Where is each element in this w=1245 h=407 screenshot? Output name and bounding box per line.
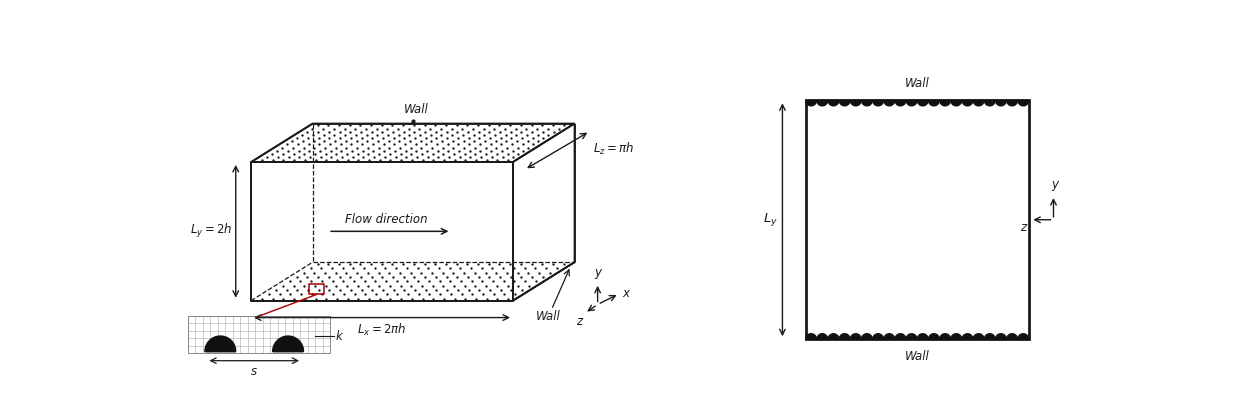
Polygon shape [806, 334, 817, 339]
Polygon shape [839, 101, 850, 106]
Text: y: y [1052, 177, 1058, 190]
Polygon shape [1007, 334, 1017, 339]
Polygon shape [273, 336, 304, 352]
Polygon shape [940, 334, 950, 339]
Polygon shape [918, 101, 929, 106]
Polygon shape [929, 334, 939, 339]
Polygon shape [940, 101, 950, 106]
Polygon shape [850, 101, 862, 106]
Polygon shape [1018, 334, 1028, 339]
Polygon shape [918, 334, 929, 339]
Polygon shape [884, 101, 895, 106]
Polygon shape [929, 101, 939, 106]
Polygon shape [862, 101, 873, 106]
Polygon shape [974, 101, 984, 106]
Text: Wall: Wall [537, 310, 560, 322]
Polygon shape [839, 334, 850, 339]
Polygon shape [996, 334, 1006, 339]
Text: x: x [622, 287, 629, 300]
Polygon shape [985, 334, 995, 339]
Polygon shape [205, 336, 235, 352]
Polygon shape [817, 334, 828, 339]
Polygon shape [895, 101, 906, 106]
Polygon shape [828, 101, 839, 106]
Text: Wall: Wall [405, 103, 430, 116]
Text: Wall: Wall [905, 77, 930, 90]
Text: $L_x=2\pi h$: $L_x=2\pi h$ [357, 322, 407, 337]
Polygon shape [862, 334, 873, 339]
Polygon shape [996, 101, 1006, 106]
Polygon shape [951, 101, 961, 106]
Polygon shape [1018, 101, 1028, 106]
Polygon shape [513, 124, 574, 301]
Text: $L_y= 2h$: $L_y= 2h$ [189, 222, 232, 240]
Polygon shape [974, 334, 984, 339]
Polygon shape [884, 334, 895, 339]
Text: y: y [594, 266, 601, 279]
Text: $L_y$: $L_y$ [763, 211, 778, 228]
Polygon shape [873, 334, 884, 339]
Polygon shape [906, 101, 918, 106]
Text: z: z [1021, 221, 1027, 234]
Polygon shape [806, 101, 817, 106]
Polygon shape [1007, 101, 1017, 106]
Polygon shape [251, 262, 574, 301]
Text: z: z [576, 315, 583, 328]
Polygon shape [828, 334, 839, 339]
Polygon shape [962, 334, 972, 339]
Text: $L_z =\pi h$: $L_z =\pi h$ [593, 141, 635, 157]
Polygon shape [962, 101, 972, 106]
Text: Wall: Wall [905, 350, 930, 363]
Bar [309, 284, 324, 295]
Text: k: k [336, 330, 342, 343]
Polygon shape [951, 334, 961, 339]
Polygon shape [873, 101, 884, 106]
Polygon shape [850, 334, 862, 339]
Polygon shape [251, 162, 513, 301]
Polygon shape [906, 334, 918, 339]
Bar [806, 101, 1028, 339]
Polygon shape [895, 334, 906, 339]
Polygon shape [985, 101, 995, 106]
Polygon shape [817, 101, 828, 106]
Text: s: s [251, 365, 258, 378]
Text: Flow direction: Flow direction [345, 213, 427, 226]
Polygon shape [251, 124, 574, 162]
